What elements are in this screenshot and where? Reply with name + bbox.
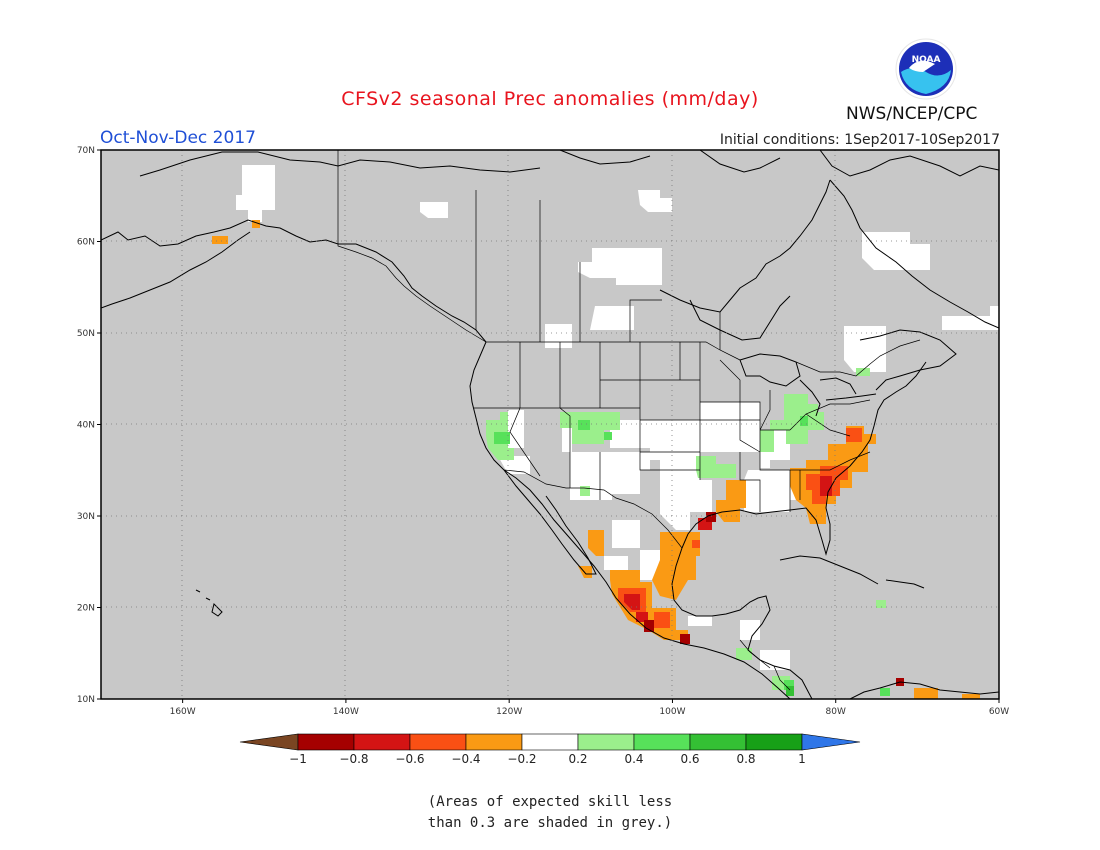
colorbar-box	[297, 733, 355, 751]
colorbar-arrow-high	[801, 733, 861, 751]
season-label: Oct-Nov-Dec 2017	[100, 128, 256, 148]
wet-anomaly-light-green	[486, 368, 886, 690]
west-coast	[469, 341, 791, 699]
lat-tick-label: 70N	[77, 146, 95, 156]
colorbar-tick-label: −1	[289, 752, 307, 766]
labrador-coast	[829, 179, 999, 329]
wet-anomaly-green	[494, 416, 890, 696]
lon-tick-label: 80W	[826, 707, 846, 717]
noaa-logo-icon: NOAA	[895, 38, 957, 100]
initial-conditions-label: Initial conditions: 1Sep2017-10Sep2017	[719, 132, 1000, 148]
alaska-coast	[101, 219, 487, 343]
colorbar-tick-label: −0.6	[395, 752, 424, 766]
coastlines	[101, 150, 999, 699]
political-borders	[337, 150, 921, 691]
lon-tick-label: 120W	[496, 707, 522, 717]
lon-tick-label: 100W	[659, 707, 685, 717]
us-mexico-border	[503, 469, 683, 549]
lat-tick-label: 40N	[77, 421, 95, 431]
lon-tick-label: 160W	[170, 707, 196, 717]
canada-arctic-islands	[559, 150, 999, 177]
central-america-borders	[739, 639, 791, 691]
us-state-lines	[474, 342, 871, 512]
colorbar-box	[521, 733, 579, 751]
agency-label: NWS/NCEP/CPC	[846, 104, 978, 124]
gulf-coast	[681, 361, 927, 556]
colorbar-tick-label: 0.8	[736, 752, 755, 766]
lat-tick-label: 20N	[77, 604, 95, 614]
lat-tick-label: 30N	[77, 512, 95, 522]
skill-note-line-2: than 0.3 are shaded in grey.)	[427, 815, 673, 831]
colorbar-box	[409, 733, 467, 751]
canada-province-lines	[475, 190, 721, 350]
colorbar-tick-label: 1	[798, 752, 806, 766]
gulf-of-st-lawrence	[859, 329, 957, 391]
colorbar-box	[633, 733, 691, 751]
latitude-ticks: 70N 60N 50N 40N 30N 20N 10N	[77, 146, 101, 705]
skill-note-line-1: (Areas of expected skill less	[427, 794, 673, 810]
colorbar-tick-label: 0.2	[568, 752, 587, 766]
colorbar-tick-label: −0.4	[451, 752, 480, 766]
colorbar-tick-label: −0.8	[339, 752, 368, 766]
hispaniola	[885, 579, 925, 589]
wet-anomaly-dark-green	[786, 686, 794, 696]
colorbar-tick-label: −0.2	[507, 752, 536, 766]
baja-california	[503, 469, 597, 575]
colorbar-box	[353, 733, 411, 751]
great-lakes	[739, 353, 877, 417]
alaska-peninsula	[101, 231, 251, 309]
logo-text: NOAA	[912, 55, 941, 65]
colorbar-tick-label: 0.6	[680, 752, 699, 766]
colorbar-tick-label: 0.4	[624, 752, 643, 766]
cuba	[779, 555, 879, 585]
map-background-grey	[101, 150, 999, 699]
lat-tick-label: 60N	[77, 238, 95, 248]
lon-tick-label: 60W	[989, 707, 1009, 717]
lat-tick-label: 50N	[77, 329, 95, 339]
lon-tick-label: 140W	[333, 707, 359, 717]
colorbar: −1 −0.8 −0.6 −0.4 −0.2 0.2 0.4 0.6 0.8 1	[239, 733, 861, 766]
mexico-gulf-coast	[671, 547, 813, 699]
colorbar-box	[689, 733, 747, 751]
chart-title: CFSv2 seasonal Prec anomalies (mm/day)	[341, 88, 759, 110]
colorbar-arrow-low	[239, 733, 299, 751]
hudson-bay	[659, 179, 831, 341]
hawaii	[195, 589, 223, 617]
alaska-canada-border	[337, 150, 487, 343]
skill-note: (Areas of expected skill less than 0.3 a…	[0, 792, 1100, 834]
colorbar-box	[745, 733, 803, 751]
colorbar-box	[465, 733, 523, 751]
colorbar-box	[577, 733, 635, 751]
longitude-ticks: 160W 140W 120W 100W 80W 60W	[170, 699, 1009, 717]
lat-tick-label: 10N	[77, 695, 95, 705]
south-america-coast	[849, 681, 999, 699]
